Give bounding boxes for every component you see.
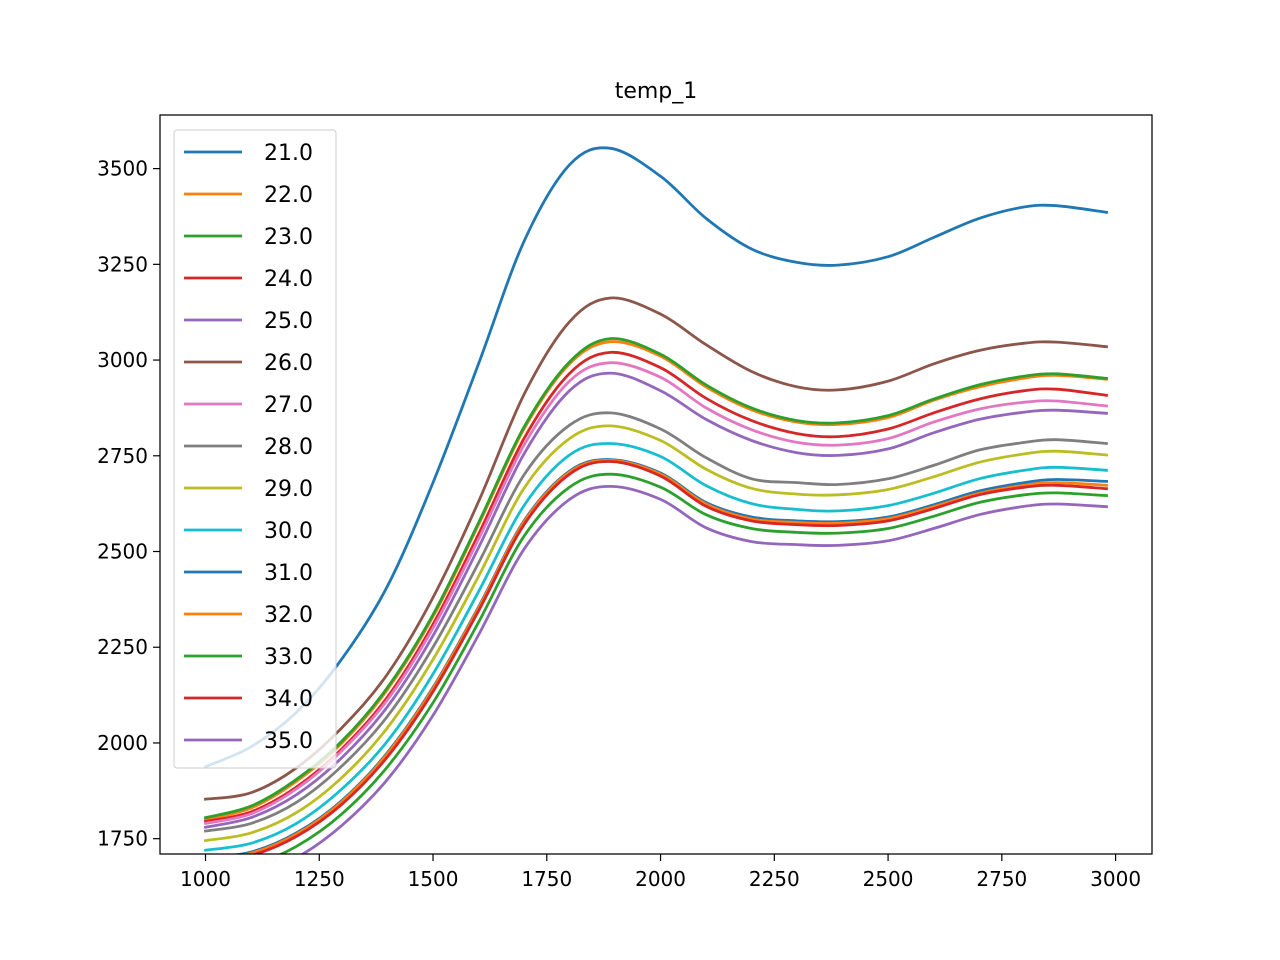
y-tick-label: 3250 <box>97 252 148 276</box>
series-line-27.0 <box>203 361 1109 826</box>
x-tick-label: 2250 <box>749 867 800 891</box>
series-line-22.0 <box>203 340 1108 822</box>
series-line-35.0 <box>300 485 1108 854</box>
chart-title: temp_1 <box>615 79 698 104</box>
y-tick-label: 2750 <box>97 444 148 468</box>
x-tick-label: 2500 <box>863 867 914 891</box>
x-tick-label: 1500 <box>408 867 459 891</box>
plot-frame <box>159 114 1153 855</box>
legend-label: 24.0 <box>264 267 313 292</box>
y-tick-label: 2500 <box>97 540 148 564</box>
series-line-34.0 <box>251 460 1108 854</box>
x-tick-label: 1250 <box>294 867 345 891</box>
legend-label: 23.0 <box>264 225 313 250</box>
y-tick-label: 2000 <box>97 731 148 755</box>
legend-label: 33.0 <box>264 645 313 670</box>
legend-label: 35.0 <box>264 729 313 754</box>
legend-label: 31.0 <box>264 561 313 586</box>
series-line-30.0 <box>203 442 1108 852</box>
series-line-28.0 <box>203 411 1108 833</box>
legend-label: 26.0 <box>264 351 313 376</box>
x-tick-label: 3000 <box>1090 867 1141 891</box>
series-line-32.0 <box>240 458 1108 854</box>
legend-label: 29.0 <box>264 477 313 502</box>
series-layer <box>203 146 1109 854</box>
legend-label: 27.0 <box>264 393 313 418</box>
x-tick-label: 2750 <box>976 867 1027 891</box>
legend-label: 25.0 <box>264 309 313 334</box>
legend-label: 22.0 <box>264 183 313 208</box>
legend-label: 28.0 <box>264 435 313 460</box>
x-tick-label: 1000 <box>180 867 231 891</box>
series-line-23.0 <box>203 337 1109 820</box>
x-tick-label: 2000 <box>635 867 686 891</box>
series-line-29.0 <box>203 424 1108 843</box>
y-tick-label: 2250 <box>97 635 148 659</box>
x-tick-label: 1750 <box>521 867 572 891</box>
y-axis: 1750 2000 2250 2500 2750 3000 3250 3500 <box>97 157 160 851</box>
legend-label: 21.0 <box>264 141 313 166</box>
x-axis: 1000 1250 1500 1750 2000 2250 2500 2750 3000 <box>180 854 1141 891</box>
series-line-33.0 <box>278 472 1108 854</box>
legend-label: 30.0 <box>264 519 313 544</box>
legend-label: 32.0 <box>264 603 313 628</box>
y-tick-label: 3000 <box>97 348 148 372</box>
series-line-26.0 <box>203 296 1109 801</box>
series-line-25.0 <box>203 371 1108 829</box>
legend-label: 34.0 <box>264 687 313 712</box>
legend: 21.0 22.0 23.0 24.0 25.0 26.0 27.0 28.0 29.0 30.0… <box>173 129 337 769</box>
legend-frame <box>173 129 337 769</box>
y-tick-label: 1750 <box>97 827 148 851</box>
series-line-21.0 <box>203 146 1109 769</box>
y-tick-label: 3500 <box>97 157 148 181</box>
